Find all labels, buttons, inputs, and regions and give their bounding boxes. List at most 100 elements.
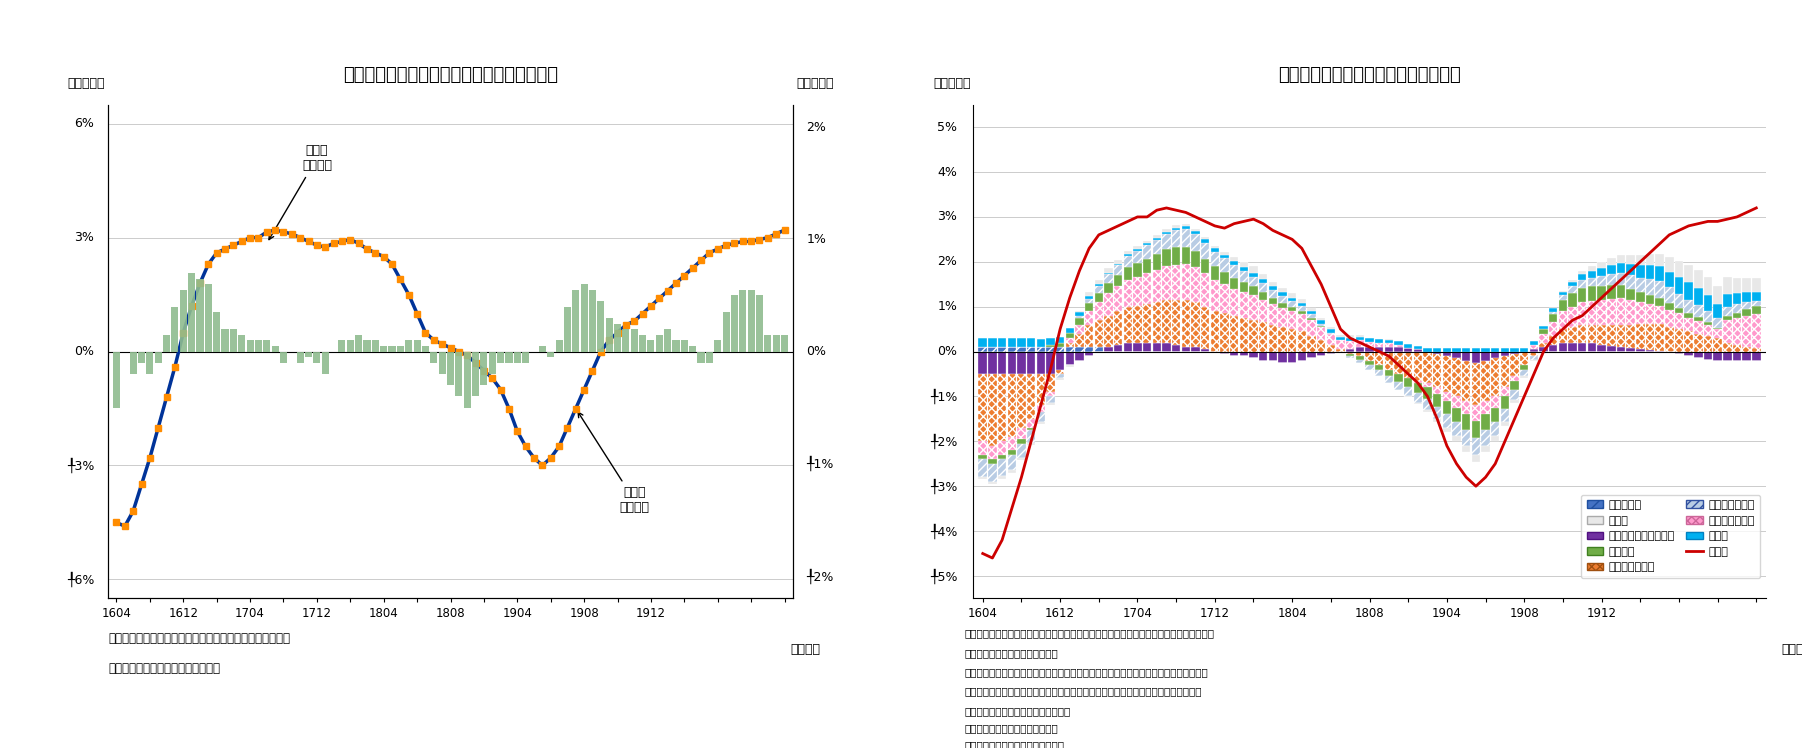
Bar <box>1278 288 1287 292</box>
Bar <box>1306 352 1315 358</box>
Bar <box>1665 287 1674 303</box>
Bar <box>1123 280 1132 307</box>
Bar <box>1694 270 1703 288</box>
Bar <box>1501 422 1508 426</box>
Bar <box>1568 280 1577 282</box>
Bar <box>1424 387 1433 399</box>
Bar <box>1559 295 1568 300</box>
Bar <box>1317 318 1326 320</box>
Bar <box>1065 347 1074 352</box>
Bar <box>1579 325 1586 343</box>
Bar <box>1539 329 1548 334</box>
Bar <box>1249 273 1258 277</box>
Bar <box>1346 341 1355 349</box>
Bar <box>723 313 730 352</box>
Bar <box>1665 310 1674 327</box>
Bar <box>1123 267 1132 280</box>
Bar <box>739 290 746 352</box>
Bar <box>1550 308 1557 312</box>
Bar <box>139 352 146 363</box>
Bar <box>1674 313 1683 329</box>
Bar <box>1636 278 1645 292</box>
Bar <box>1065 328 1074 333</box>
Bar <box>1065 352 1074 365</box>
Bar <box>1337 334 1344 337</box>
Bar <box>1694 321 1703 334</box>
Bar <box>1550 312 1557 314</box>
Bar <box>1123 307 1132 343</box>
Bar <box>1472 405 1479 421</box>
Bar <box>1616 272 1625 285</box>
Bar <box>1007 455 1016 470</box>
Bar <box>1703 322 1712 325</box>
Bar <box>1443 348 1451 352</box>
Bar <box>1036 347 1045 352</box>
Bar <box>1674 294 1683 308</box>
Bar <box>656 335 663 352</box>
Bar <box>1424 352 1433 383</box>
Bar <box>1490 422 1499 436</box>
Text: ╀6%: ╀6% <box>67 571 94 587</box>
Bar <box>1636 301 1645 324</box>
Bar <box>1231 265 1238 278</box>
Bar <box>1443 352 1451 356</box>
Bar <box>665 329 670 352</box>
Bar <box>1461 430 1470 446</box>
Bar <box>1249 286 1258 295</box>
Bar <box>998 459 1006 476</box>
Bar <box>1413 352 1422 381</box>
Bar <box>1142 241 1151 243</box>
Bar <box>1231 352 1238 356</box>
Bar <box>1443 414 1451 428</box>
Bar <box>1220 313 1229 352</box>
Bar <box>1065 333 1074 338</box>
Bar <box>1016 444 1025 458</box>
Text: ╀1%: ╀1% <box>807 456 834 471</box>
Text: 3%: 3% <box>74 231 94 244</box>
Bar <box>1597 276 1606 286</box>
Bar <box>187 273 195 352</box>
Bar <box>1645 266 1654 279</box>
Bar <box>1123 254 1132 256</box>
Bar <box>1231 289 1238 316</box>
Bar <box>1588 325 1597 343</box>
Bar <box>748 290 755 352</box>
Bar <box>1027 443 1036 445</box>
Bar <box>1752 306 1761 314</box>
Bar <box>1346 352 1355 354</box>
Bar <box>1278 308 1287 327</box>
Bar <box>1211 311 1220 352</box>
Bar <box>539 346 546 352</box>
Bar <box>1114 286 1123 311</box>
Bar <box>1510 348 1519 352</box>
Bar <box>1133 277 1142 306</box>
Bar <box>1288 298 1296 301</box>
Bar <box>396 346 404 352</box>
Bar <box>1530 345 1539 349</box>
Bar <box>1519 352 1528 365</box>
Bar <box>589 290 596 352</box>
Bar <box>1114 311 1123 345</box>
Text: 3%: 3% <box>937 210 957 224</box>
Bar <box>987 347 997 352</box>
Bar <box>1076 318 1083 325</box>
Bar <box>1105 268 1112 272</box>
Bar <box>1404 344 1413 348</box>
Bar <box>1306 336 1315 352</box>
Bar <box>1501 348 1508 352</box>
Bar <box>238 335 245 352</box>
Bar <box>573 290 578 352</box>
Bar <box>1597 263 1606 268</box>
Bar <box>1656 351 1663 352</box>
Bar <box>1743 302 1752 309</box>
Text: （注）消費税を除くベース。前月比は夏季電力料金調整後: （注）消費税を除くベース。前月比は夏季電力料金調整後 <box>108 632 290 645</box>
Bar <box>1065 338 1074 343</box>
Bar <box>305 352 312 358</box>
Text: 0%: 0% <box>807 345 827 358</box>
Bar <box>1559 300 1568 311</box>
Bar <box>1249 295 1258 320</box>
Bar <box>1056 378 1065 380</box>
Bar <box>1714 338 1723 352</box>
Bar <box>1007 450 1016 455</box>
Bar <box>1297 306 1306 310</box>
